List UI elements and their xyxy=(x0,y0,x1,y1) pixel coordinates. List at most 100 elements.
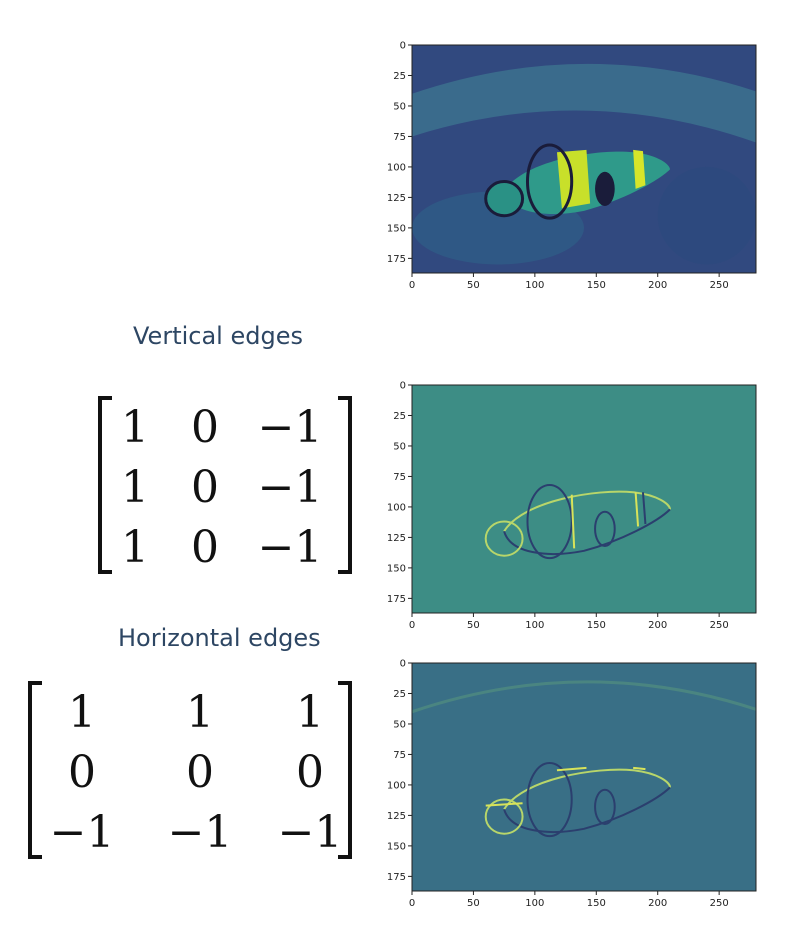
left-bracket xyxy=(28,681,42,859)
y-tick: 150 xyxy=(387,223,412,234)
y-tick: 25 xyxy=(393,411,412,422)
x-tick-label: 0 xyxy=(409,280,415,291)
y-tick: 100 xyxy=(387,162,412,173)
x-tick-label: 200 xyxy=(648,898,667,909)
y-tick-label: 75 xyxy=(393,472,406,483)
matrix-cell: −1 xyxy=(258,522,323,573)
horizontal-edges-image-panel: 0 50 100 150 200 250 0 25 50 75 100 125 150 175 xyxy=(340,648,780,913)
vertical-edges-plot: 0 50 100 150 200 250 0 25 50 75 100 125 150 175 xyxy=(387,381,757,631)
matrix-cell: 1 xyxy=(186,687,214,738)
right-bracket xyxy=(338,396,352,574)
x-tick-label: 100 xyxy=(525,898,544,909)
x-tick: 100 xyxy=(525,891,544,909)
x-tick-label: 250 xyxy=(710,280,729,291)
y-tick: 175 xyxy=(387,872,412,883)
matrix-cell: −1 xyxy=(50,807,115,858)
x-tick-label: 100 xyxy=(525,280,544,291)
original-image-panel: 0 50 100 150 200 250 0 25 50 75 100 125 150 175 xyxy=(340,30,780,295)
y-tick: 0 xyxy=(400,381,412,392)
x-tick: 50 xyxy=(467,273,480,291)
x-tick-label: 0 xyxy=(409,898,415,909)
y-tick-label: 175 xyxy=(387,872,406,883)
x-tick-label: 100 xyxy=(525,620,544,631)
y-tick: 100 xyxy=(387,780,412,791)
x-tick: 0 xyxy=(409,891,415,909)
matrix-cell: 0 xyxy=(296,747,324,798)
matrix-cell: −1 xyxy=(258,402,323,453)
y-tick-label: 100 xyxy=(387,780,406,791)
x-tick: 100 xyxy=(525,613,544,631)
y-tick: 75 xyxy=(393,472,412,483)
matrix-cell: 0 xyxy=(191,522,219,573)
plot-frame xyxy=(411,44,757,274)
horizontal-edges-image xyxy=(412,663,756,891)
y-tick-label: 175 xyxy=(387,254,406,265)
matrix-cell: 0 xyxy=(191,402,219,453)
matrix-cell: −1 xyxy=(258,462,323,513)
y-tick: 175 xyxy=(387,254,412,265)
y-tick-label: 175 xyxy=(387,594,406,605)
y-tick-label: 150 xyxy=(387,841,406,852)
x-tick-label: 0 xyxy=(409,620,415,631)
y-tick: 125 xyxy=(387,193,412,204)
y-tick: 0 xyxy=(400,659,412,670)
y-tick-label: 25 xyxy=(393,411,406,422)
y-tick: 150 xyxy=(387,563,412,574)
y-tick-label: 50 xyxy=(393,441,406,452)
y-tick: 100 xyxy=(387,502,412,513)
y-tick: 0 xyxy=(400,41,412,52)
x-tick-label: 50 xyxy=(467,898,480,909)
x-tick: 0 xyxy=(409,273,415,291)
y-tick-label: 75 xyxy=(393,750,406,761)
x-tick: 250 xyxy=(710,273,729,291)
matrix-cell: 1 xyxy=(296,687,324,738)
x-tick: 250 xyxy=(710,613,729,631)
original-image xyxy=(412,45,756,273)
y-tick: 125 xyxy=(387,533,412,544)
x-tick-label: 50 xyxy=(467,620,480,631)
y-tick-label: 125 xyxy=(387,811,406,822)
x-tick-label: 150 xyxy=(587,620,606,631)
matrix-cell: 0 xyxy=(191,462,219,513)
y-tick: 75 xyxy=(393,132,412,143)
y-tick-label: 0 xyxy=(400,381,406,392)
x-tick-label: 150 xyxy=(587,280,606,291)
y-tick: 150 xyxy=(387,841,412,852)
x-tick-label: 250 xyxy=(710,898,729,909)
vertical-edges-kernel: 1 0 −11 0 −11 0 −1 xyxy=(98,396,352,574)
matrix-cell: −1 xyxy=(168,807,233,858)
matrix-cell: 1 xyxy=(121,402,149,453)
vertical-edges-image-panel: 0 50 100 150 200 250 0 25 50 75 100 125 150 175 xyxy=(340,370,780,635)
y-tick-label: 125 xyxy=(387,533,406,544)
y-tick: 25 xyxy=(393,689,412,700)
matrix-cell: 0 xyxy=(68,747,96,798)
horizontal-edges-caption: Horizontal edges xyxy=(118,624,321,652)
y-tick: 25 xyxy=(393,71,412,82)
left-bracket xyxy=(98,396,112,574)
y-tick-label: 25 xyxy=(393,71,406,82)
y-tick: 50 xyxy=(393,441,412,452)
y-tick: 175 xyxy=(387,594,412,605)
y-tick-label: 50 xyxy=(393,719,406,730)
x-tick-label: 200 xyxy=(648,620,667,631)
x-tick-label: 250 xyxy=(710,620,729,631)
horizontal-edges-kernel: 1 1 1 0 0 0 −1 −1 −1 xyxy=(28,681,352,859)
plot-frame xyxy=(411,662,757,892)
x-tick: 150 xyxy=(587,891,606,909)
x-tick: 150 xyxy=(587,613,606,631)
x-tick: 200 xyxy=(648,891,667,909)
x-tick: 200 xyxy=(648,273,667,291)
y-tick-label: 0 xyxy=(400,659,406,670)
x-tick: 150 xyxy=(587,273,606,291)
matrix-cell: 0 xyxy=(186,747,214,798)
x-tick: 50 xyxy=(467,613,480,631)
x-tick-label: 50 xyxy=(467,280,480,291)
y-tick-label: 100 xyxy=(387,502,406,513)
vertical-edges-caption: Vertical edges xyxy=(133,322,303,350)
plot-frame xyxy=(411,384,757,614)
vertical-edges-image xyxy=(412,385,756,613)
matrix-cell: −1 xyxy=(278,807,343,858)
x-tick: 200 xyxy=(648,613,667,631)
x-tick-label: 150 xyxy=(587,898,606,909)
x-tick: 100 xyxy=(525,273,544,291)
